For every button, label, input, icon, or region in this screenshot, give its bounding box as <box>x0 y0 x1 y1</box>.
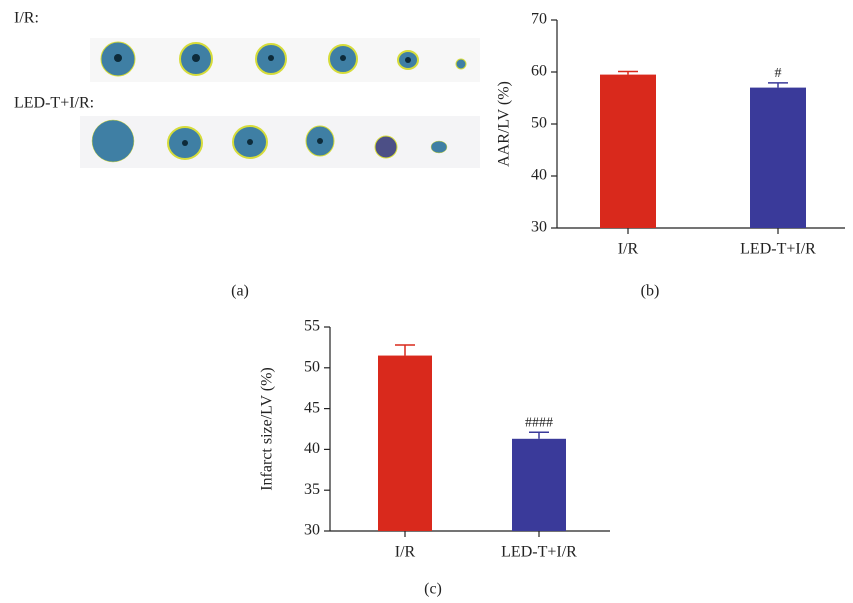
figure: I/R: LED-T+I/R: (a) 30 40 50 60 70 AAR/LV (%)… <box>0 0 853 603</box>
panel-caption: (c) <box>424 581 442 598</box>
y-tick-label: 55 <box>304 318 320 335</box>
y-tick-label: 30 <box>531 219 547 236</box>
row-label: LED-T+I/R: <box>14 95 94 112</box>
bar <box>512 439 566 531</box>
y-axis-label: Infarct size/LV (%) <box>259 367 276 491</box>
significance-label: #### <box>525 415 553 430</box>
y-tick-label: 35 <box>304 481 320 498</box>
y-tick-label: 50 <box>531 115 547 132</box>
row-label: I/R: <box>14 10 39 27</box>
x-tick-label: I/R <box>395 544 416 561</box>
photo-strip <box>80 116 480 168</box>
y-tick-label: 40 <box>304 440 320 457</box>
x-tick-label: LED-T+I/R <box>501 544 577 561</box>
significance-label: # <box>775 66 782 81</box>
heart-photos <box>80 38 480 168</box>
y-tick-label: 45 <box>304 399 320 416</box>
y-tick-label: 50 <box>304 358 320 375</box>
bar <box>378 356 432 531</box>
y-tick-label: 70 <box>531 11 547 28</box>
y-tick-label: 60 <box>531 63 547 80</box>
bar <box>600 75 656 228</box>
panel-caption: (b) <box>641 283 660 300</box>
bar <box>750 88 806 228</box>
x-tick-label: I/R <box>618 241 639 258</box>
y-axis-label: AAR/LV (%) <box>496 81 513 167</box>
y-tick-label: 40 <box>531 167 547 184</box>
panel-caption: (a) <box>231 283 249 300</box>
x-tick-label: LED-T+I/R <box>740 241 816 258</box>
y-tick-label: 30 <box>304 522 320 539</box>
